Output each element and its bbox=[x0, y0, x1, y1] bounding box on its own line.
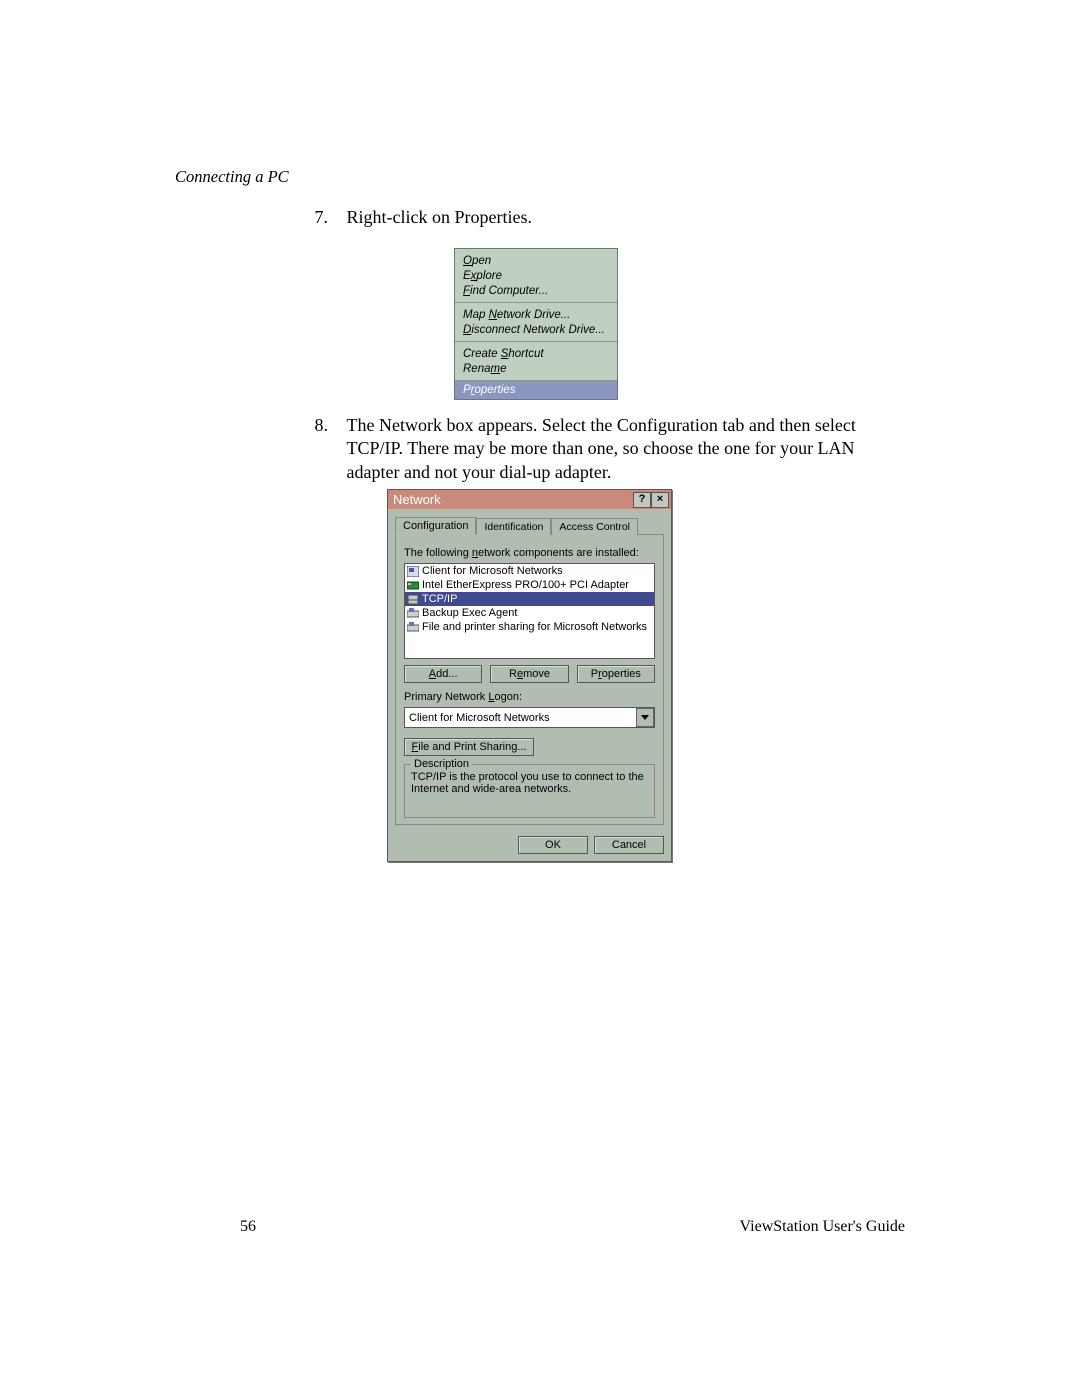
description-fieldset: Description TCP/IP is the protocol you u… bbox=[404, 764, 655, 818]
dialog-titlebar: Network ? × bbox=[388, 490, 671, 509]
menu-item-find-computer[interactable]: Find Computer... bbox=[463, 283, 609, 298]
step-text: Right-click on Properties. bbox=[347, 206, 532, 229]
footer-title: ViewStation User's Guide bbox=[740, 1218, 905, 1236]
step-number: 7. bbox=[300, 206, 328, 229]
tab-configuration[interactable]: Configuration bbox=[395, 517, 476, 535]
instruction-step-8: 8. The Network box appears. Select the C… bbox=[300, 414, 891, 484]
components-label: The following network components are ins… bbox=[404, 547, 655, 559]
menu-item-disconnect-network-drive[interactable]: Disconnect Network Drive... bbox=[463, 322, 609, 337]
list-item-selected[interactable]: TCP/IP bbox=[405, 592, 654, 606]
file-print-sharing-button[interactable]: File and Print Sharing... bbox=[404, 738, 534, 756]
description-legend: Description bbox=[411, 758, 472, 770]
menu-item-properties-selected[interactable]: Properties bbox=[455, 381, 617, 399]
logon-label: Primary Network Logon: bbox=[404, 691, 655, 703]
remove-button[interactable]: Remove bbox=[490, 665, 568, 683]
cancel-button[interactable]: Cancel bbox=[594, 836, 664, 854]
menu-item-create-shortcut[interactable]: Create Shortcut bbox=[463, 346, 609, 361]
service-icon bbox=[407, 622, 419, 633]
menu-item-open[interactable]: Opendocument.currentScript.previousEleme… bbox=[463, 253, 609, 268]
step-text: The Network box appears. Select the Conf… bbox=[347, 414, 891, 484]
context-menu: Opendocument.currentScript.previousEleme… bbox=[454, 248, 618, 400]
list-item[interactable]: Client for Microsoft Networks bbox=[405, 564, 654, 578]
properties-button[interactable]: Properties bbox=[577, 665, 655, 683]
list-item[interactable]: Backup Exec Agent bbox=[405, 606, 654, 620]
list-item[interactable]: Intel EtherExpress PRO/100+ PCI Adapter bbox=[405, 578, 654, 592]
adapter-icon bbox=[407, 580, 419, 591]
client-icon bbox=[407, 566, 419, 577]
ok-button[interactable]: OK bbox=[518, 836, 588, 854]
instruction-step-7: 7. Right-click on Properties. bbox=[300, 206, 532, 229]
menu-item-explore[interactable]: Explore bbox=[463, 268, 609, 283]
components-listbox[interactable]: Client for Microsoft Networks Intel Ethe… bbox=[404, 563, 655, 659]
dropdown-arrow-icon[interactable] bbox=[636, 708, 654, 727]
menu-item-map-network-drive[interactable]: Map Network Drive... bbox=[463, 307, 609, 322]
close-button[interactable]: × bbox=[651, 492, 669, 508]
network-dialog: Network ? × Configuration Identification… bbox=[387, 489, 672, 862]
page-number: 56 bbox=[240, 1218, 256, 1236]
logon-select[interactable]: Client for Microsoft Networks bbox=[404, 707, 655, 728]
step-number: 8. bbox=[300, 414, 328, 437]
add-button[interactable]: Add... bbox=[404, 665, 482, 683]
service-icon bbox=[407, 608, 419, 619]
help-button[interactable]: ? bbox=[633, 492, 651, 508]
document-page: Connecting a PC 7. Right-click on Proper… bbox=[0, 0, 1080, 1397]
tab-strip: Configuration Identification Access Cont… bbox=[388, 509, 671, 534]
tab-panel: The following network components are ins… bbox=[395, 534, 664, 825]
protocol-icon bbox=[407, 594, 419, 605]
description-text: TCP/IP is the protocol you use to connec… bbox=[411, 771, 648, 795]
section-header: Connecting a PC bbox=[175, 167, 289, 187]
dialog-title: Network bbox=[390, 492, 441, 507]
list-item[interactable]: File and printer sharing for Microsoft N… bbox=[405, 620, 654, 634]
logon-select-value: Client for Microsoft Networks bbox=[404, 707, 655, 728]
menu-item-rename[interactable]: Rename bbox=[463, 361, 609, 376]
tab-identification[interactable]: Identification bbox=[476, 518, 551, 535]
tab-access-control[interactable]: Access Control bbox=[551, 518, 638, 535]
